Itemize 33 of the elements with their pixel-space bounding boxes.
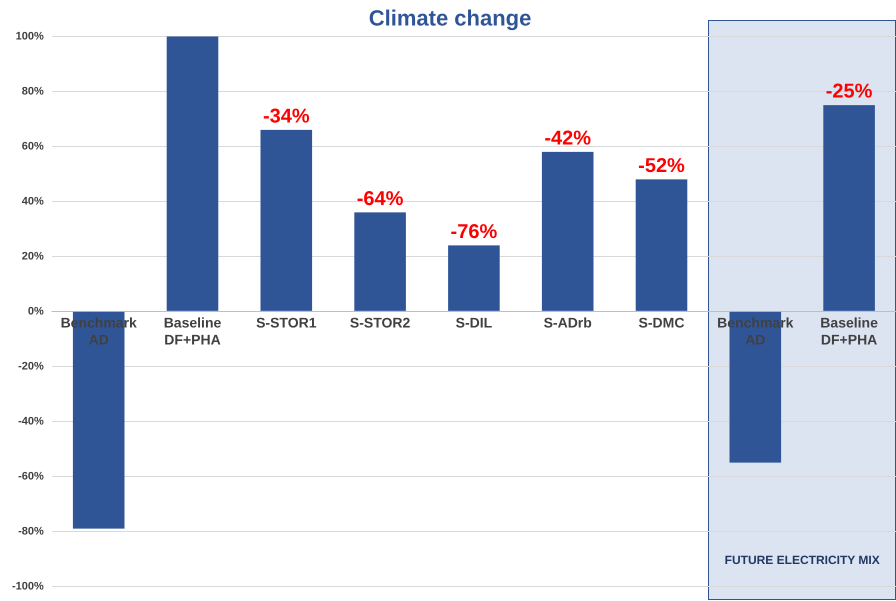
- y-tick-label: 40%: [22, 195, 44, 208]
- bar: [636, 179, 688, 311]
- y-tick-label: -80%: [18, 525, 44, 538]
- x-tick-label: Baseline DF+PHA: [820, 314, 878, 348]
- bar: [166, 36, 218, 311]
- y-tick-label: -60%: [18, 470, 44, 482]
- x-tick-label: S-DIL: [456, 314, 493, 331]
- annotation: FUTURE ELECTRICITY MIX: [724, 552, 881, 567]
- annotation: -42%: [544, 127, 592, 150]
- bar: [542, 152, 594, 311]
- y-tick-label: -20%: [18, 360, 44, 372]
- y-tick-label: 60%: [22, 140, 44, 152]
- annotation: -25%: [826, 80, 873, 103]
- bar: [823, 105, 875, 311]
- x-tick-label: S-ADrb: [544, 314, 592, 331]
- x-tick-label: S-STOR2: [350, 314, 411, 331]
- y-tick-label: 100%: [16, 30, 44, 42]
- y-tick-label: -100%: [12, 580, 44, 592]
- annotation: -64%: [356, 188, 404, 210]
- y-tick-label: 20%: [22, 250, 44, 262]
- annotation: -34%: [262, 105, 310, 128]
- bar: [260, 130, 312, 311]
- annotation: -76%: [450, 220, 498, 243]
- y-tick-label: 0%: [28, 305, 44, 318]
- x-tick-label: S-DMC: [638, 314, 684, 331]
- bar: [354, 212, 406, 311]
- annotation: -52%: [638, 154, 686, 177]
- chart-title: Climate change: [368, 5, 532, 30]
- y-tick-label: -40%: [18, 415, 44, 428]
- x-tick-label: S-STOR1: [256, 314, 317, 331]
- y-tick-label: 80%: [22, 85, 44, 98]
- x-tick-label: Baseline DF+PHA: [164, 314, 222, 348]
- bar: [448, 245, 500, 311]
